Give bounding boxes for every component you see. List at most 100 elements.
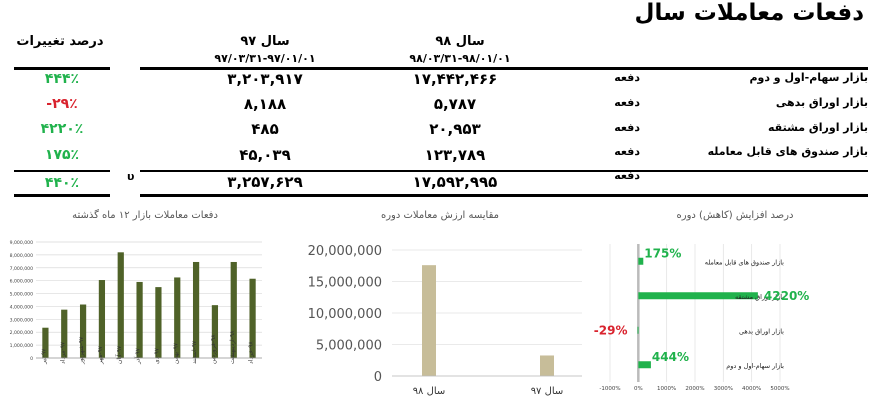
x-tick-label: ۹۷-مهر [97,345,104,365]
bar [174,277,181,358]
header-change: درصد تغییرات [16,34,104,49]
x-tick-label: -1000% [599,386,620,392]
category-label: بازار اوراق بدهی [739,327,784,335]
x-tick-label: 0% [634,386,643,392]
table-top-rule-change [14,67,110,70]
row-name: بازار اوراق بدهی [775,96,868,109]
row-unit: دفعه [614,121,640,134]
bar [42,327,49,358]
row-name: بازار صندوق های قابل معامله [707,145,868,158]
total-unit: دفعه [614,169,640,182]
row-change: ۴۲۲۰٪ [40,121,84,137]
y-tick-label: 5,000,000 [10,292,33,298]
table-bottom-rule [140,194,868,197]
period-value-chart: 0 5,000,000 10,000,000 15,000,000 20,000,000… [308,244,582,397]
page-title: دفعات معاملات سال [634,0,865,26]
x-tick-label: 5000% [770,386,789,392]
bar [61,309,68,358]
total-value-97: ۳,۲۵۷,۶۲۹ [227,173,303,191]
x-tick-label: 4000% [742,386,761,392]
x-tick-label: ۹۸-خرداد [248,341,255,364]
y-tick-label: 1,000,000 [10,343,33,349]
y-tick-label: 0 [374,370,382,385]
data-label: 4220% [764,289,809,303]
row-change: ۱۷۵٪ [44,147,80,163]
row-value-97: ۴۵,۰۳۹ [239,146,291,164]
row-value-97: ۴۸۵ [251,120,279,138]
row-value-98: ۱۲۳,۷۸۹ [424,146,486,164]
row-value-98: ۱۷,۴۴۲,۴۶۶ [412,70,498,88]
row-value-98: ۲۰,۹۵۳ [429,120,481,138]
bar [79,304,87,358]
x-tick-label: ۹۷-دی [153,347,160,364]
x-tick-label: ۹۸-فروردین [210,334,217,364]
row-change: -۲۹٪ [46,96,78,112]
x-tick-label: 1000% [657,386,676,392]
header-year97: سال ۹۷ [240,34,290,49]
total-change: ۴۴۰٪ [44,175,80,191]
header-year98-range: ۹۸/۰۳/۳۱-۹۸/۰۱/۰۱ [409,52,511,65]
row-unit: دفعه [614,96,640,109]
header-year97-range: ۹۷/۰۳/۳۱-۹۷/۰۱/۰۱ [214,52,316,65]
y-tick-label: 6,000,000 [10,279,33,285]
category-label: بازار صندوق های قابل معامله [705,258,784,266]
row-unit: دفعه [614,145,640,158]
chart-title-change: درصد افزایش (کاهش) دوره [676,210,794,221]
table-bottom-rule-change [14,194,110,197]
category-label: بازار اوراق مشتقه [735,293,784,301]
table-top-rule [140,67,868,70]
row-name: بازار اوراق مشتقه [768,121,868,134]
y-tick-label: 8,000,000 [10,253,33,259]
y-tick-label: 4,000,000 [10,304,33,310]
change-percent-chart: -1000% 0% 1000% 2000% 3000% 4000% 5000% بازار ص… [594,244,809,392]
x-tick-label: ۹۷-مرداد [59,341,66,364]
x-tick-label: ۹۷-اسفند [191,340,198,364]
chart-title-monthly: دفعات معاملات بازار ۱۲ ماه گذشته [72,210,218,221]
bar [422,265,436,376]
x-tick-label: ۹۷-آبان [114,345,123,364]
y-tick-label: 15,000,000 [308,276,382,291]
bar [540,355,554,376]
bar [211,305,219,358]
row-value-97: ۳,۲۰۳,۹۱۷ [227,70,303,88]
y-tick-label: 0 [30,356,33,362]
bar [637,326,639,334]
bar [192,261,200,358]
bar [249,278,256,358]
y-tick-label: 5,000,000 [316,339,382,354]
header-year98: سال ۹۸ [435,34,485,49]
bar [136,281,143,358]
bar [638,257,644,265]
x-tick-label: سال ۹۸ [413,386,446,397]
bar [117,252,124,358]
data-label: -29% [594,323,628,337]
monthly-trades-chart: 0 1,000,000 2,000,000 3,000,000 4,000,000 5,0… [10,240,262,365]
row-value-98: ۵,۷۸۷ [433,95,477,113]
x-tick-label: ۹۸-اردیبهشت [229,330,236,364]
total-marker: υ [127,170,135,183]
y-tick-label: 9,000,000 [10,240,33,246]
row-unit: دفعه [614,71,640,84]
x-tick-label: ۹۷-آذر [133,347,142,365]
x-tick-label: ۹۷-بهمن [172,342,179,364]
chart-title-compare: مقایسه ارزش معاملات دوره [380,210,500,221]
table-total-rule-change [14,170,110,172]
row-name: بازار سهام-اول و دوم [749,71,868,84]
row-value-97: ۸,۱۸۸ [243,95,287,113]
x-tick-label: ۹۷-شهریور [78,336,85,365]
y-tick-label: 3,000,000 [10,317,33,323]
data-label: 175% [644,246,681,260]
bar [638,361,651,369]
table-total-rule [140,170,868,172]
y-tick-label: 20,000,000 [308,244,382,259]
total-value-98: ۱۷,۵۹۲,۹۹۵ [412,173,498,191]
x-tick-label: سال ۹۷ [531,386,564,397]
row-change: ۴۴۴٪ [44,71,80,87]
y-tick-label: 10,000,000 [308,307,382,322]
bar [638,292,758,300]
bar [230,261,237,358]
data-label: 444% [652,350,689,364]
category-label: بازار سهام-اول و دوم [726,362,784,370]
bar [155,287,162,358]
bar [98,280,106,358]
